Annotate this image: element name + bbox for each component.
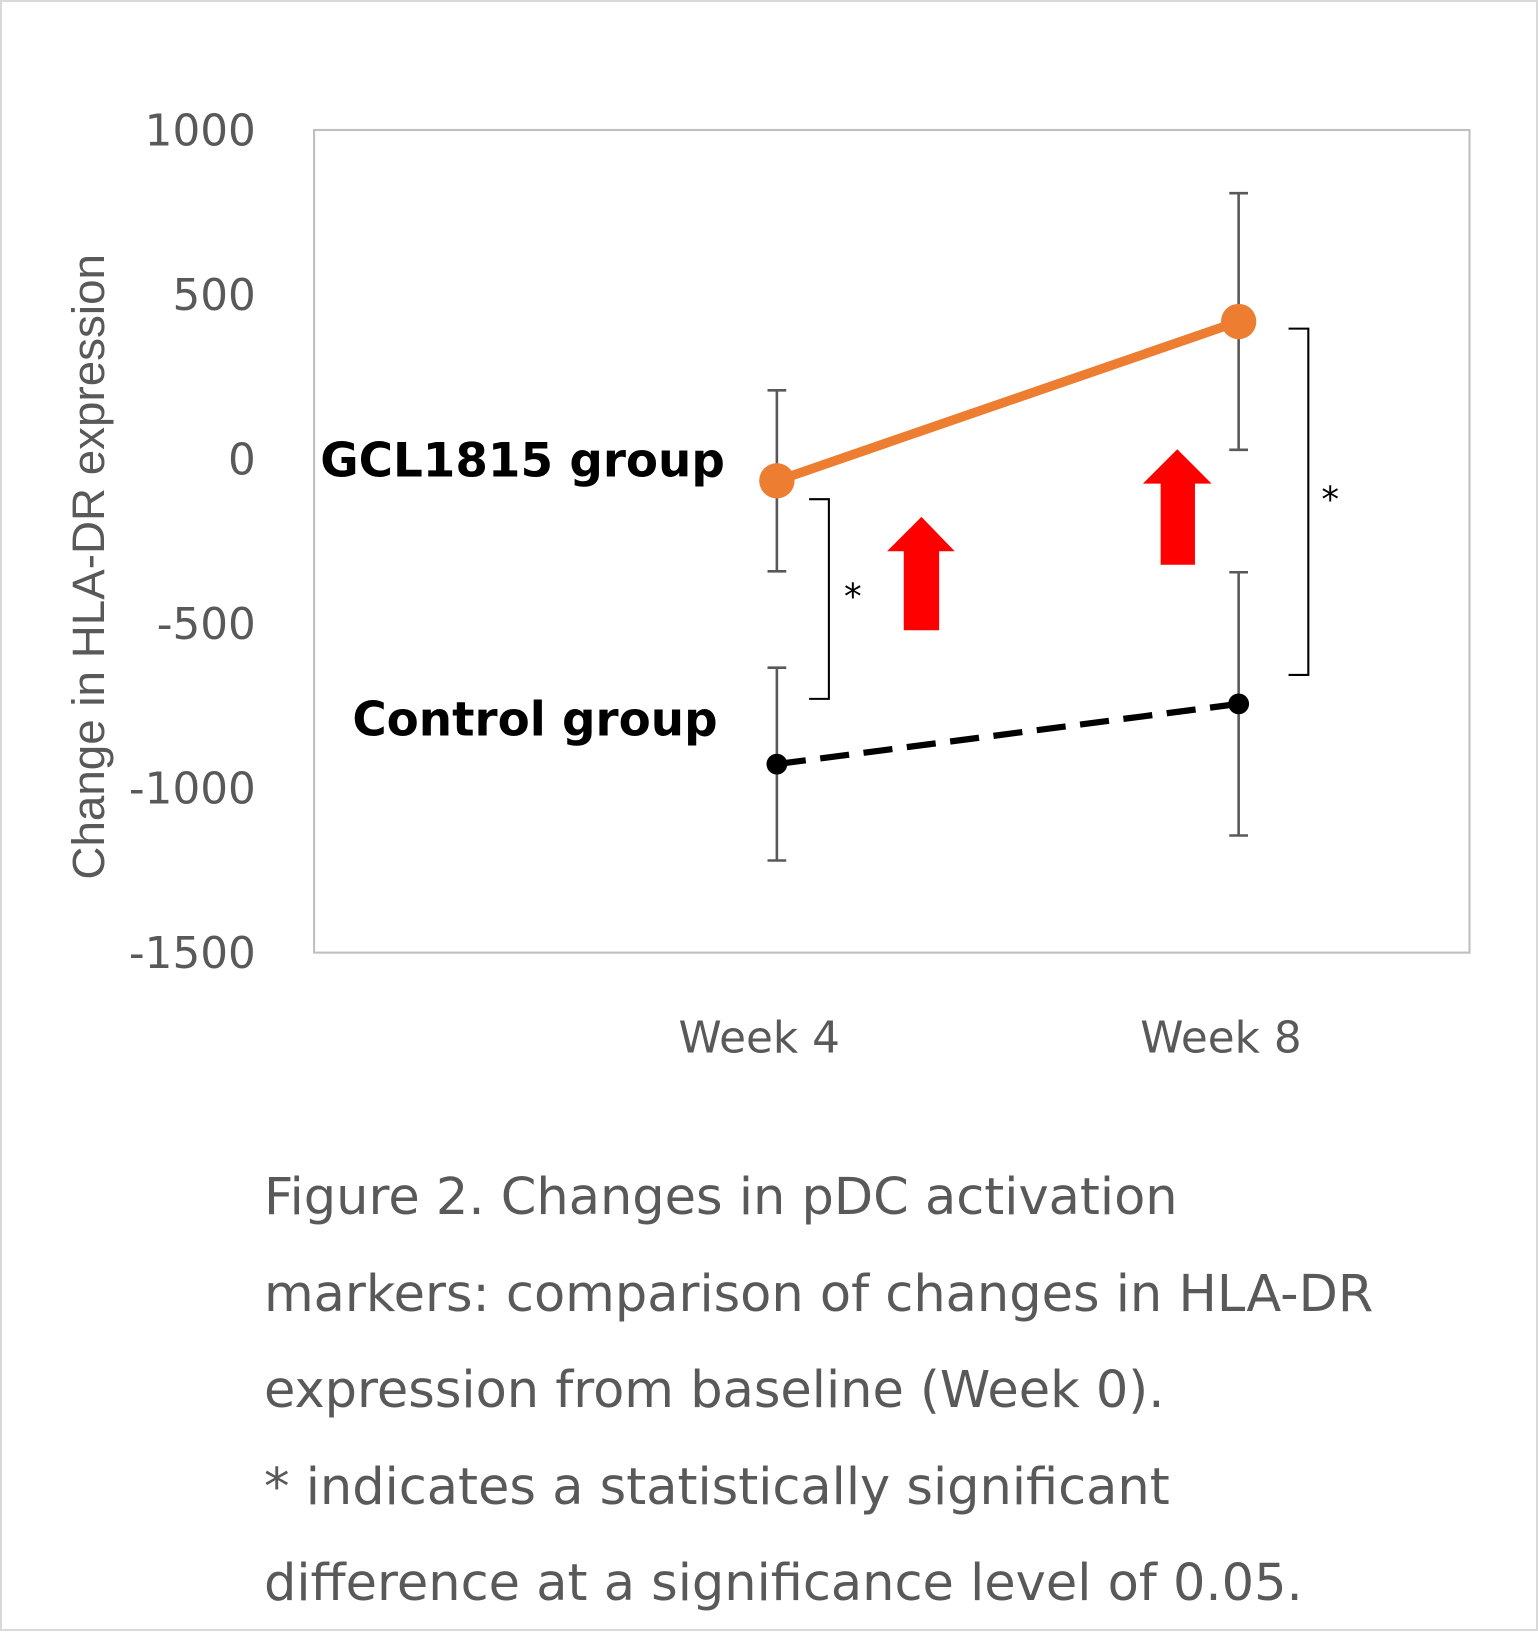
x-tick-labels: Week 4 Week 8 [679, 1012, 1302, 1063]
series-label-gcl1815: GCL1815 group [320, 434, 725, 488]
x-tick-label: Week 4 [679, 1012, 840, 1063]
y-tick-label: 500 [172, 270, 255, 321]
caption-line: * indicates a statistically significant [264, 1457, 1170, 1517]
y-tick-label: 0 [228, 435, 256, 486]
data-point [766, 753, 788, 775]
significance-star-week4: * [844, 576, 862, 617]
significance-bracket-week4 [809, 498, 830, 700]
up-arrow-icon-week4 [887, 516, 955, 631]
data-point [759, 463, 795, 499]
caption-line: difference at a significance level of 0.… [264, 1554, 1303, 1613]
series-layer [759, 191, 1257, 862]
caption-line: expression from baseline (Week 0). [264, 1361, 1165, 1420]
caption-line: markers: comparison of changes in HLA-DR [264, 1264, 1374, 1324]
caption-line: Figure 2. Changes in pDC activation [264, 1168, 1178, 1227]
y-axis-label: Change in HLA-DR expression [63, 254, 114, 880]
data-point [1220, 303, 1257, 340]
up-arrow-icon-week8 [1142, 449, 1212, 565]
significance-star-week8: * [1321, 480, 1339, 521]
y-tick-label: -1000 [129, 764, 256, 815]
series-line [775, 317, 1241, 486]
y-tick-label: -1500 [129, 928, 256, 979]
x-tick-label: Week 8 [1140, 1012, 1301, 1063]
y-tick-label: 1000 [145, 106, 256, 157]
series-line [776, 700, 1240, 768]
data-point [1228, 693, 1250, 715]
plot-area [313, 128, 1471, 954]
figure-caption: Figure 2. Changes in pDC activation mark… [264, 1150, 1514, 1633]
series-label-control: Control group [352, 693, 717, 747]
y-tick-label: -500 [157, 599, 256, 650]
y-tick-labels: 1000 500 0 -500 -1000 -1500 [129, 106, 256, 980]
significance-bracket-week8 [1288, 327, 1310, 676]
